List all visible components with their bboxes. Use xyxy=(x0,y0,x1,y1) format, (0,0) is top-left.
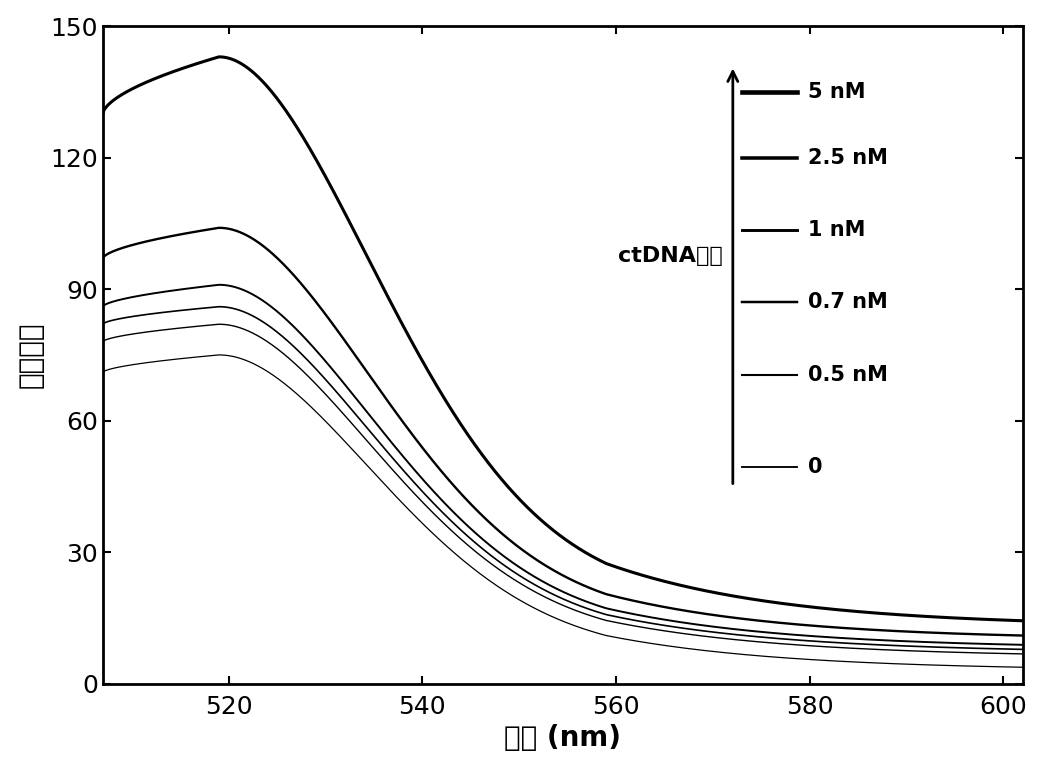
Text: 5 nM: 5 nM xyxy=(809,82,866,102)
Y-axis label: 荧光强度: 荧光强度 xyxy=(17,321,45,388)
Text: 0: 0 xyxy=(809,457,823,477)
Text: 2.5 nM: 2.5 nM xyxy=(809,148,888,168)
Text: 0.7 nM: 0.7 nM xyxy=(809,292,888,312)
Text: 1 nM: 1 nM xyxy=(809,220,866,240)
Text: ctDNA浓度: ctDNA浓度 xyxy=(618,246,723,266)
X-axis label: 波长 (nm): 波长 (nm) xyxy=(504,724,621,752)
Text: 0.5 nM: 0.5 nM xyxy=(809,365,888,384)
